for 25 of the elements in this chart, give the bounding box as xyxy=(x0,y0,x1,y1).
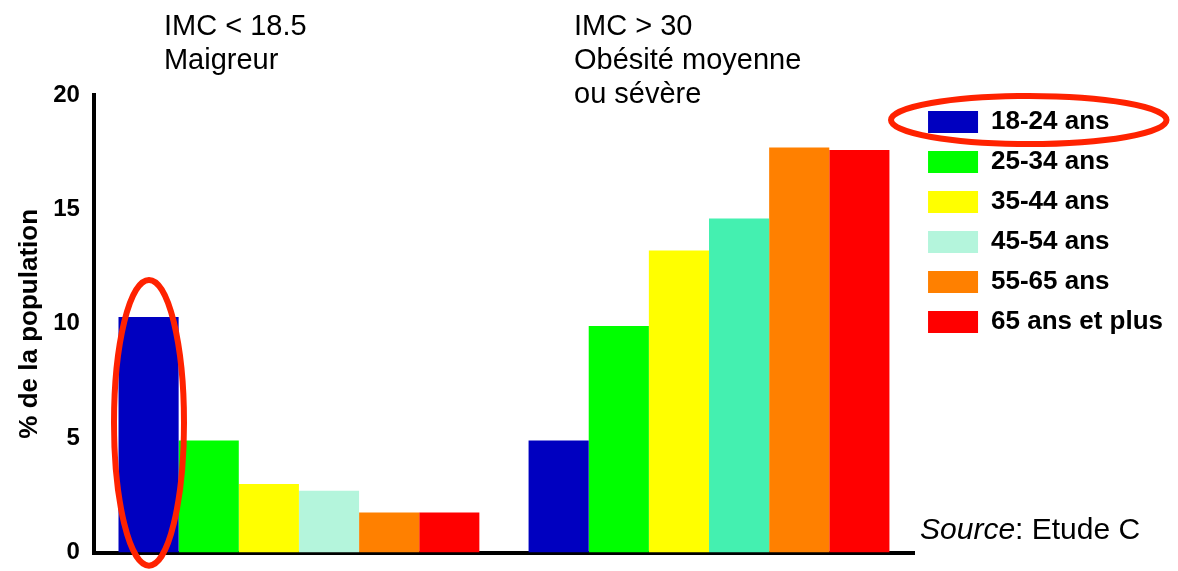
y-tick-label: 10 xyxy=(53,308,80,336)
bar xyxy=(528,440,589,553)
legend-label: 45-54 ans xyxy=(991,225,1110,256)
y-tick-label: 20 xyxy=(53,79,80,107)
bar xyxy=(359,512,420,553)
legend-label: 25-34 ans xyxy=(991,145,1110,176)
bar xyxy=(709,218,770,553)
legend-label: 18-24 ans xyxy=(991,105,1110,136)
bar xyxy=(769,147,830,553)
bar xyxy=(238,483,299,553)
legend-label: 35-44 ans xyxy=(991,185,1110,216)
legend-label: 65 ans et plus xyxy=(991,305,1164,336)
text: IMC < 18.5 Maigreur xyxy=(163,8,307,76)
legend-label: 55-65 ans xyxy=(991,265,1110,296)
y-tick-label: 15 xyxy=(53,194,80,222)
y-axis-title: % de la population xyxy=(12,208,43,439)
source-note: Source: Etude C xyxy=(920,512,1141,546)
y-tick-label: 5 xyxy=(66,422,80,450)
bar xyxy=(829,149,890,553)
bar xyxy=(648,250,710,553)
bar xyxy=(298,490,360,553)
annotation: IMC > 30 Obésité moyenne ou sévère xyxy=(574,8,802,110)
bar xyxy=(588,326,649,553)
bar xyxy=(419,512,480,553)
y-tick-label: 0 xyxy=(66,537,80,565)
